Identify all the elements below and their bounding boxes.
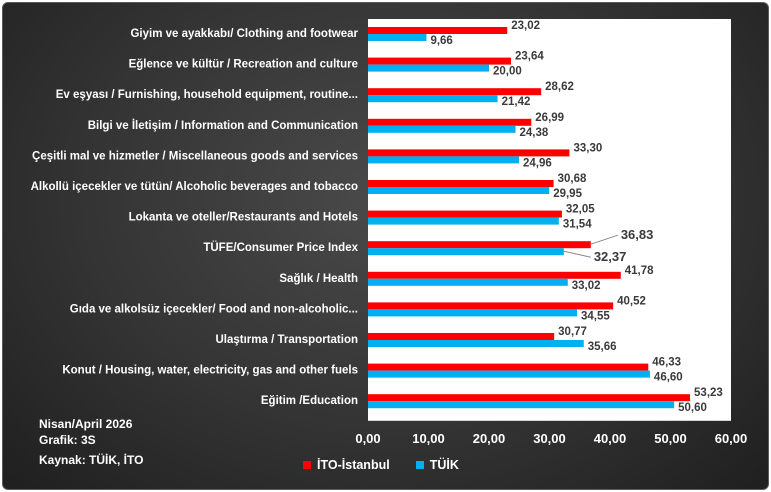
bar-tuik — [368, 187, 550, 194]
value-label-ito: 23,64 — [515, 51, 544, 63]
leader-line — [590, 234, 618, 245]
value-label-ito: 36,83 — [621, 227, 654, 242]
x-tick-label: 60,00 — [715, 431, 748, 446]
category-label: Eğitim /Education — [261, 395, 358, 407]
legend-item-ito: İTO-İstanbul — [303, 458, 390, 472]
bar-ito — [368, 333, 555, 340]
bar-ito — [368, 241, 591, 249]
value-label-tuik: 32,37 — [594, 249, 627, 264]
bar-chart: Giyim ve ayakkabı/ Clothing and footwear… — [31, 19, 748, 446]
value-label-tuik: 35,66 — [588, 341, 617, 353]
value-label-tuik: 31,54 — [563, 219, 592, 231]
bar-tuik — [368, 401, 675, 409]
bar-ito — [368, 27, 508, 34]
bar-tuik — [368, 340, 584, 347]
bar-tuik — [368, 370, 650, 378]
value-label-ito: 41,78 — [625, 265, 654, 277]
bar-ito — [368, 118, 532, 126]
legend: İTO-İstanbul TÜİK — [303, 458, 459, 472]
x-tick-label: 20,00 — [473, 431, 506, 446]
value-label-ito: 23,02 — [511, 20, 540, 32]
bar-ito — [368, 57, 512, 65]
chart-number-note: Grafik: 3S — [39, 433, 96, 447]
value-label-tuik: 50,60 — [678, 402, 707, 414]
value-label-ito: 28,62 — [545, 81, 574, 93]
bar-ito — [368, 180, 554, 187]
legend-label-ito: İTO-İstanbul — [317, 458, 390, 472]
category-label: Konut / Housing, water, electricity, gas… — [62, 365, 358, 377]
bar-tuik — [368, 125, 516, 133]
category-label: Lokanta ve oteller/Restaurants and Hotel… — [129, 212, 358, 224]
category-label: Sağlık / Health — [279, 273, 358, 285]
category-label: Ulaştırma / Transportation — [215, 334, 358, 346]
bar-ito — [368, 210, 562, 218]
bar-tuik — [368, 248, 564, 256]
value-label-ito: 32,05 — [566, 204, 595, 216]
bar-tuik — [368, 309, 578, 317]
value-label-ito: 30,77 — [558, 326, 587, 338]
value-label-tuik: 29,95 — [553, 188, 582, 200]
bar-tuik — [368, 278, 568, 286]
x-tick-label: 10,00 — [412, 431, 445, 446]
bar-ito — [368, 88, 542, 96]
legend-label-tuik: TÜİK — [429, 458, 459, 472]
value-label-ito: 46,33 — [652, 357, 681, 369]
bar-tuik — [368, 34, 427, 41]
date-note: Nisan/April 2026 — [39, 417, 133, 431]
value-label-tuik: 20,00 — [493, 66, 522, 78]
value-label-ito: 53,23 — [694, 387, 723, 399]
bar-ito — [368, 394, 691, 402]
value-label-ito: 40,52 — [617, 295, 646, 307]
value-label-tuik: 24,96 — [523, 157, 552, 169]
category-label: TÜFE/Consumer Price Index — [203, 241, 358, 254]
value-label-tuik: 9,66 — [430, 35, 452, 47]
bar-tuik — [368, 64, 489, 72]
value-label-ito: 30,68 — [558, 173, 587, 185]
category-label: Ev eşyası / Furnishing, household equipm… — [56, 89, 358, 101]
bar-ito — [368, 302, 614, 310]
value-label-ito: 33,30 — [573, 142, 602, 154]
leader-line — [563, 250, 591, 258]
bar-tuik — [368, 95, 498, 103]
bar-tuik — [368, 156, 520, 164]
source-note: Kaynak: TÜİK, İTO — [39, 453, 144, 467]
category-label: Alkollü içecekler ve tütün/ Alcoholic be… — [31, 181, 358, 193]
bar-ito — [368, 271, 621, 279]
x-tick-label: 40,00 — [594, 431, 627, 446]
value-label-tuik: 46,60 — [654, 372, 683, 384]
value-label-tuik: 34,55 — [581, 310, 610, 322]
value-label-tuik: 24,38 — [519, 127, 548, 139]
category-label: Gıda ve alkolsüz içecekler/ Food and non… — [70, 303, 358, 315]
value-label-ito: 26,99 — [535, 112, 564, 124]
x-tick-label: 50,00 — [654, 431, 687, 446]
category-label: Giyim ve ayakkabı/ Clothing and footwear — [130, 28, 358, 40]
bar-tuik — [368, 217, 559, 225]
category-label: Eğlence ve kültür / Recreation and cultu… — [129, 59, 358, 71]
value-label-tuik: 33,02 — [572, 280, 601, 292]
legend-swatch-ito — [303, 461, 311, 469]
legend-item-tuik: TÜİK — [415, 458, 459, 472]
legend-swatch-tuik — [415, 461, 424, 469]
category-label: Bilgi ve İletişim / Information and Comm… — [88, 119, 358, 132]
category-label: Çeşitli mal ve hizmetler / Miscellaneous… — [32, 150, 358, 162]
bar-ito — [368, 149, 570, 157]
x-tick-label: 30,00 — [533, 431, 566, 446]
bar-ito — [368, 363, 649, 371]
x-tick-label: 0,00 — [355, 431, 380, 446]
value-label-tuik: 21,42 — [502, 96, 531, 108]
